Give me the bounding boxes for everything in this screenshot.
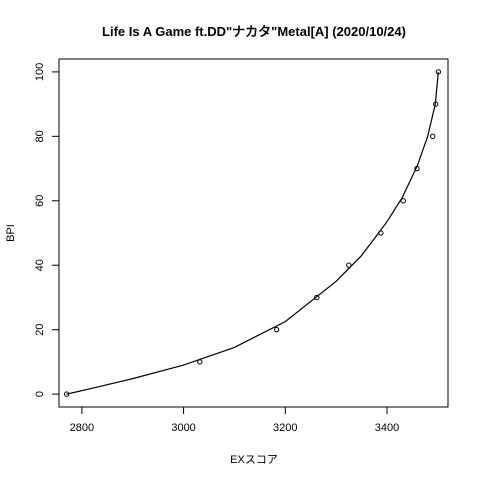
y-tick-label: 0 bbox=[34, 391, 46, 397]
data-point bbox=[273, 326, 280, 333]
data-point bbox=[314, 294, 320, 301]
y-axis-label: BPI bbox=[5, 224, 17, 242]
y-tick-label: 80 bbox=[34, 130, 46, 142]
y-axis-ticks: 0 20 40 60 80 100 bbox=[34, 63, 59, 397]
x-axis-ticks: 2800 3000 3200 3400 bbox=[70, 407, 399, 434]
data-point bbox=[430, 133, 436, 140]
y-tick-label: 20 bbox=[34, 324, 46, 336]
plot-area-frame bbox=[58, 58, 449, 408]
data-point bbox=[378, 230, 384, 236]
fit-curve bbox=[66, 71, 439, 395]
x-tick-label: 3400 bbox=[375, 422, 399, 434]
x-tick-label: 3000 bbox=[171, 422, 195, 434]
data-point bbox=[433, 101, 439, 107]
y-tick-label: 100 bbox=[34, 63, 46, 81]
data-point bbox=[400, 198, 406, 204]
data-point bbox=[63, 391, 70, 397]
x-tick-label: 3200 bbox=[273, 422, 297, 434]
y-tick-label: 60 bbox=[34, 195, 46, 207]
data-point bbox=[414, 165, 420, 172]
x-tick-label: 2800 bbox=[70, 422, 94, 434]
chart-title: Life Is A Game ft.DD"ナカタ"Metal[A] (2020/… bbox=[102, 24, 406, 39]
data-points bbox=[63, 69, 442, 397]
data-point bbox=[435, 69, 442, 75]
y-tick-label: 40 bbox=[34, 259, 46, 271]
data-point bbox=[197, 359, 203, 365]
x-axis-label: EXスコア bbox=[230, 454, 278, 466]
data-point bbox=[346, 262, 352, 268]
